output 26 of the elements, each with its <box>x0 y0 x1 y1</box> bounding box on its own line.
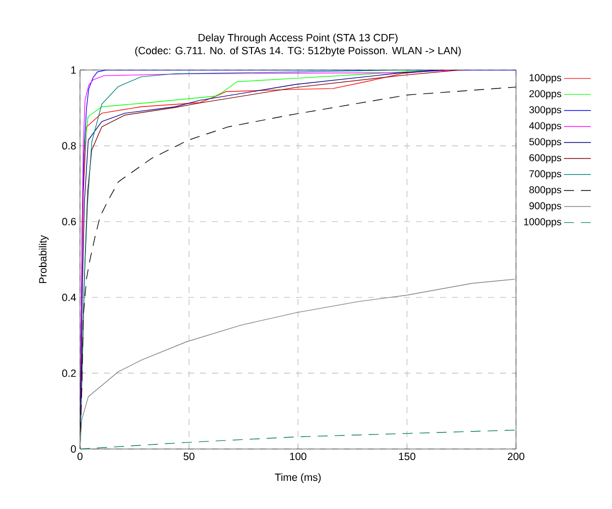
y-tick-label: 0.2 <box>62 370 76 377</box>
y-tick-label: 0.6 <box>62 218 76 226</box>
legend-label: 100pps <box>530 74 562 84</box>
y-tick-label: 0.4 <box>62 294 76 302</box>
legend-label: 1000pps <box>524 218 562 228</box>
y-tick-label: 0.8 <box>62 142 76 150</box>
legend-label: 500pps <box>529 138 562 148</box>
y-tick-label: 1 <box>71 66 76 74</box>
x-tick-label: 150 <box>399 452 416 460</box>
legend-label: 900pps <box>529 202 562 212</box>
x-tick-label: 100 <box>290 452 306 460</box>
y-tick-label: 0 <box>70 445 76 453</box>
legend-label: 400pps <box>529 122 562 132</box>
chart-subtitle: (Codec: G.711. No. of STAs 14. TG: 512byte Poisson. WLAN -> LAN) <box>135 46 461 56</box>
legend-label: 200pps <box>529 90 562 100</box>
line-series <box>80 430 516 449</box>
y-axis-title: Probability <box>38 235 49 284</box>
x-tick-label: 0 <box>77 452 82 460</box>
x-axis-title: Time (ms) <box>274 473 321 484</box>
x-tick-label: 50 <box>184 452 194 460</box>
x-tick-label: 200 <box>508 452 524 460</box>
chart-title: Delay Through Access Point (STA 13 CDF) <box>198 34 398 44</box>
legend-label: 600pps <box>529 154 562 164</box>
legend-label: 800pps <box>529 186 562 196</box>
legend-label: 700pps <box>529 170 562 180</box>
legend-label: 300pps <box>529 106 562 116</box>
